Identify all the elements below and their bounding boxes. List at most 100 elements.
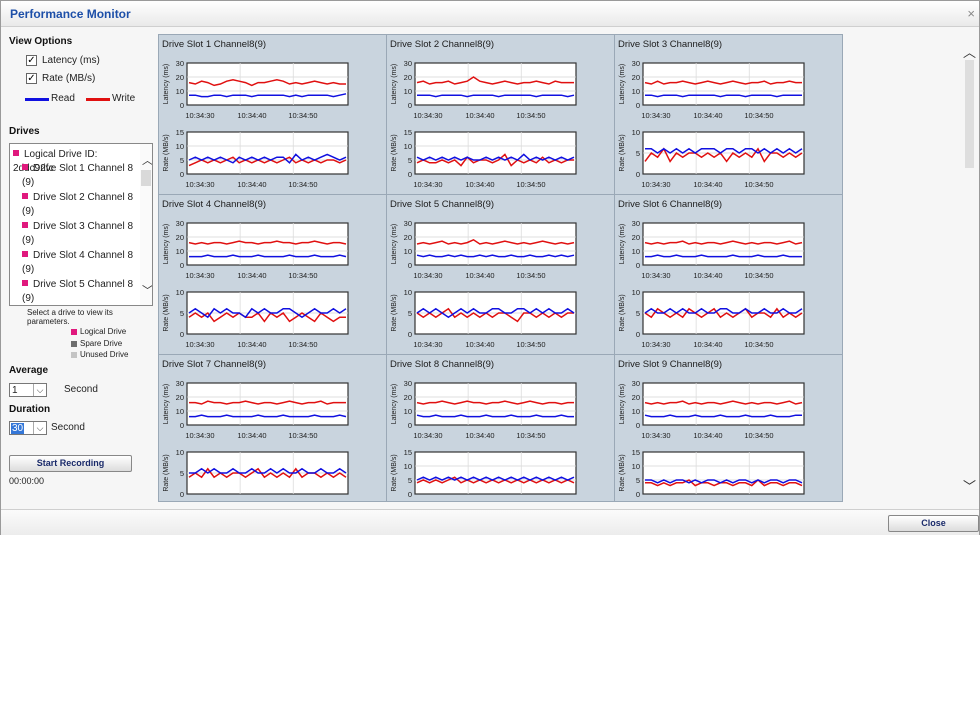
chevron-down-icon[interactable]: ﹀ (142, 285, 153, 297)
x-tick-label: 10:34:40 (693, 111, 722, 120)
rate-chart: 15 10 5 010:34:30 10:34:40 10:34:50 Rate (MB/s… (391, 448, 577, 501)
y-tick-label: 5 (180, 469, 184, 478)
drive-marker (22, 251, 28, 257)
x-tick-label: 10:34:40 (237, 340, 266, 349)
x-tick-label: 10:34:30 (641, 111, 670, 120)
chart-title: Drive Slot 2 Channel8(9) (390, 39, 495, 50)
drive-slot-1-item[interactable]: Drive Slot 1 Channel 8 (9) (22, 162, 140, 190)
drive-marker (22, 164, 28, 170)
drive-slot-4-item[interactable]: Drive Slot 4 Channel 8 (9) (22, 249, 140, 277)
start-recording-button[interactable]: Start Recording (9, 455, 132, 472)
y-tick-label: 0 (408, 421, 412, 430)
read-legend-label: Read (51, 93, 75, 104)
duration-value: 30 (11, 423, 25, 434)
average-title: Average (9, 365, 49, 376)
y-tick-label: 10 (632, 407, 640, 416)
write-series-line (188, 311, 346, 323)
latency-option[interactable]: ✓ Latency (ms) (26, 54, 100, 67)
write-series-line (416, 153, 574, 167)
y-tick-label: 10 (404, 407, 412, 416)
x-tick-label: 10:34:30 (641, 500, 670, 502)
y-tick-label: 10 (632, 288, 640, 297)
drive-list-scrollbar[interactable]: ︿ ﹀ (140, 144, 152, 305)
rate-chart: 15 10 5 010:34:30 10:34:40 10:34:50 Rate (MB/s… (619, 448, 805, 502)
latency-checkbox[interactable]: ✓ (26, 55, 37, 66)
write-legend-swatch (86, 98, 110, 101)
y-tick-label: 20 (176, 393, 184, 402)
close-icon[interactable]: × (967, 6, 975, 21)
chart-title: Drive Slot 4 Channel8(9) (162, 199, 267, 210)
y-tick-label: 10 (632, 247, 640, 256)
write-series-line (188, 79, 346, 87)
chevron-up-icon[interactable]: ︿ (963, 45, 977, 60)
list-item-suffix: (9) (22, 264, 35, 275)
x-tick-label: 10:34:50 (288, 111, 317, 120)
average-value: 1 (12, 385, 18, 396)
y-tick-label: 20 (404, 73, 412, 82)
y-tick-label: 10 (404, 142, 412, 151)
list-item-label: Logical Drive ID: 2ddc92fc (13, 149, 98, 174)
list-item-suffix: (9) (22, 177, 35, 188)
read-series-line (645, 147, 803, 154)
chevron-down-icon[interactable]: ⌵ (33, 422, 46, 434)
unused-drive-swatch (71, 351, 77, 358)
duration-select[interactable]: 30 ⌵ (9, 421, 47, 435)
average-select[interactable]: 1 ⌵ (9, 383, 47, 397)
rate-chart: 10 5 010:34:30 10:34:40 10:34:50 Rate (MB/s) (163, 288, 349, 349)
drive-list[interactable]: Logical Drive ID: 2ddc92fc Drive Slot 1 … (9, 143, 153, 306)
rate-chart: 10 5 010:34:30 10:34:40 10:34:50 Rate (MB/s) (163, 448, 349, 502)
x-tick-label: 10:34:50 (288, 500, 317, 502)
x-tick-label: 10:34:30 (413, 431, 442, 440)
rate-checkbox[interactable]: ✓ (26, 73, 37, 84)
y-tick-label: 30 (632, 379, 640, 388)
y-tick-label: 10 (176, 87, 184, 96)
y-axis-label: Latency (ms) (619, 224, 626, 264)
read-series-line (417, 94, 575, 98)
list-item-suffix: (9) (22, 293, 35, 304)
plot-area (186, 131, 349, 175)
logical-drive-item[interactable]: Logical Drive ID: 2ddc92fc (13, 148, 131, 176)
y-tick-label: 0 (408, 101, 412, 110)
chart-title: Drive Slot 7 Channel8(9) (162, 359, 267, 370)
chevron-down-icon[interactable]: ﹀ (963, 479, 977, 494)
y-tick-label: 0 (636, 170, 640, 179)
x-tick-label: 10:34:40 (693, 340, 722, 349)
x-tick-label: 10:34:30 (641, 431, 670, 440)
write-series-line (644, 147, 803, 163)
x-tick-label: 10:34:50 (744, 111, 773, 120)
rate-label: Rate (MB/s) (42, 73, 96, 84)
list-item-label: Drive Slot 3 Channel 8 (33, 221, 134, 232)
latency-label: Latency (ms) (42, 55, 100, 66)
drive-slot-5-item[interactable]: Drive Slot 5 Channel 8 (9) (22, 278, 140, 305)
x-tick-label: 10:34:50 (744, 431, 773, 440)
rate-chart: 10 5 010:34:30 10:34:40 10:34:50 Rate (MB/s) (391, 288, 577, 349)
drive-slot-2-item[interactable]: Drive Slot 2 Channel 8 (9) (22, 191, 140, 219)
list-item-label: Drive Slot 1 Channel 8 (33, 163, 134, 174)
close-button[interactable]: Close (888, 515, 979, 532)
chevron-up-icon[interactable]: ︿ (142, 155, 153, 167)
drive-list-scroll-thumb[interactable] (141, 170, 151, 186)
x-tick-label: 10:34:50 (516, 111, 545, 120)
legend-label: Logical Drive (80, 327, 127, 336)
main-scrollbar[interactable]: ︿ ﹀ (960, 28, 979, 506)
y-tick-label: 5 (636, 149, 640, 158)
chevron-down-icon[interactable]: ⌵ (33, 384, 46, 396)
rate-option[interactable]: ✓ Rate (MB/s) (26, 72, 95, 85)
main-scroll-thumb[interactable] (965, 60, 974, 168)
drives-title: Drives (9, 126, 40, 137)
drive-slot-3-item[interactable]: Drive Slot 3 Channel 8 (9) (22, 220, 140, 248)
drive-marker (22, 193, 28, 199)
x-tick-label: 10:34:30 (413, 111, 442, 120)
x-tick-label: 10:34:40 (465, 111, 494, 120)
x-tick-label: 10:34:50 (516, 180, 545, 189)
list-item-label: Drive Slot 4 Channel 8 (33, 250, 134, 261)
list-item-label: Drive Slot 5 Channel 8 (33, 279, 134, 290)
write-series-line (644, 80, 802, 85)
y-tick-label: 5 (636, 476, 640, 485)
rate-chart: 15 10 5 010:34:30 10:34:40 10:34:50 Rate (MB/s… (391, 128, 577, 189)
read-series-line (645, 94, 802, 98)
latency-chart: 30 20 10 010:34:30 10:34:40 10:34:50 Latency (… (391, 219, 577, 280)
x-tick-label: 10:34:40 (693, 500, 722, 502)
x-tick-label: 10:34:40 (237, 500, 266, 502)
